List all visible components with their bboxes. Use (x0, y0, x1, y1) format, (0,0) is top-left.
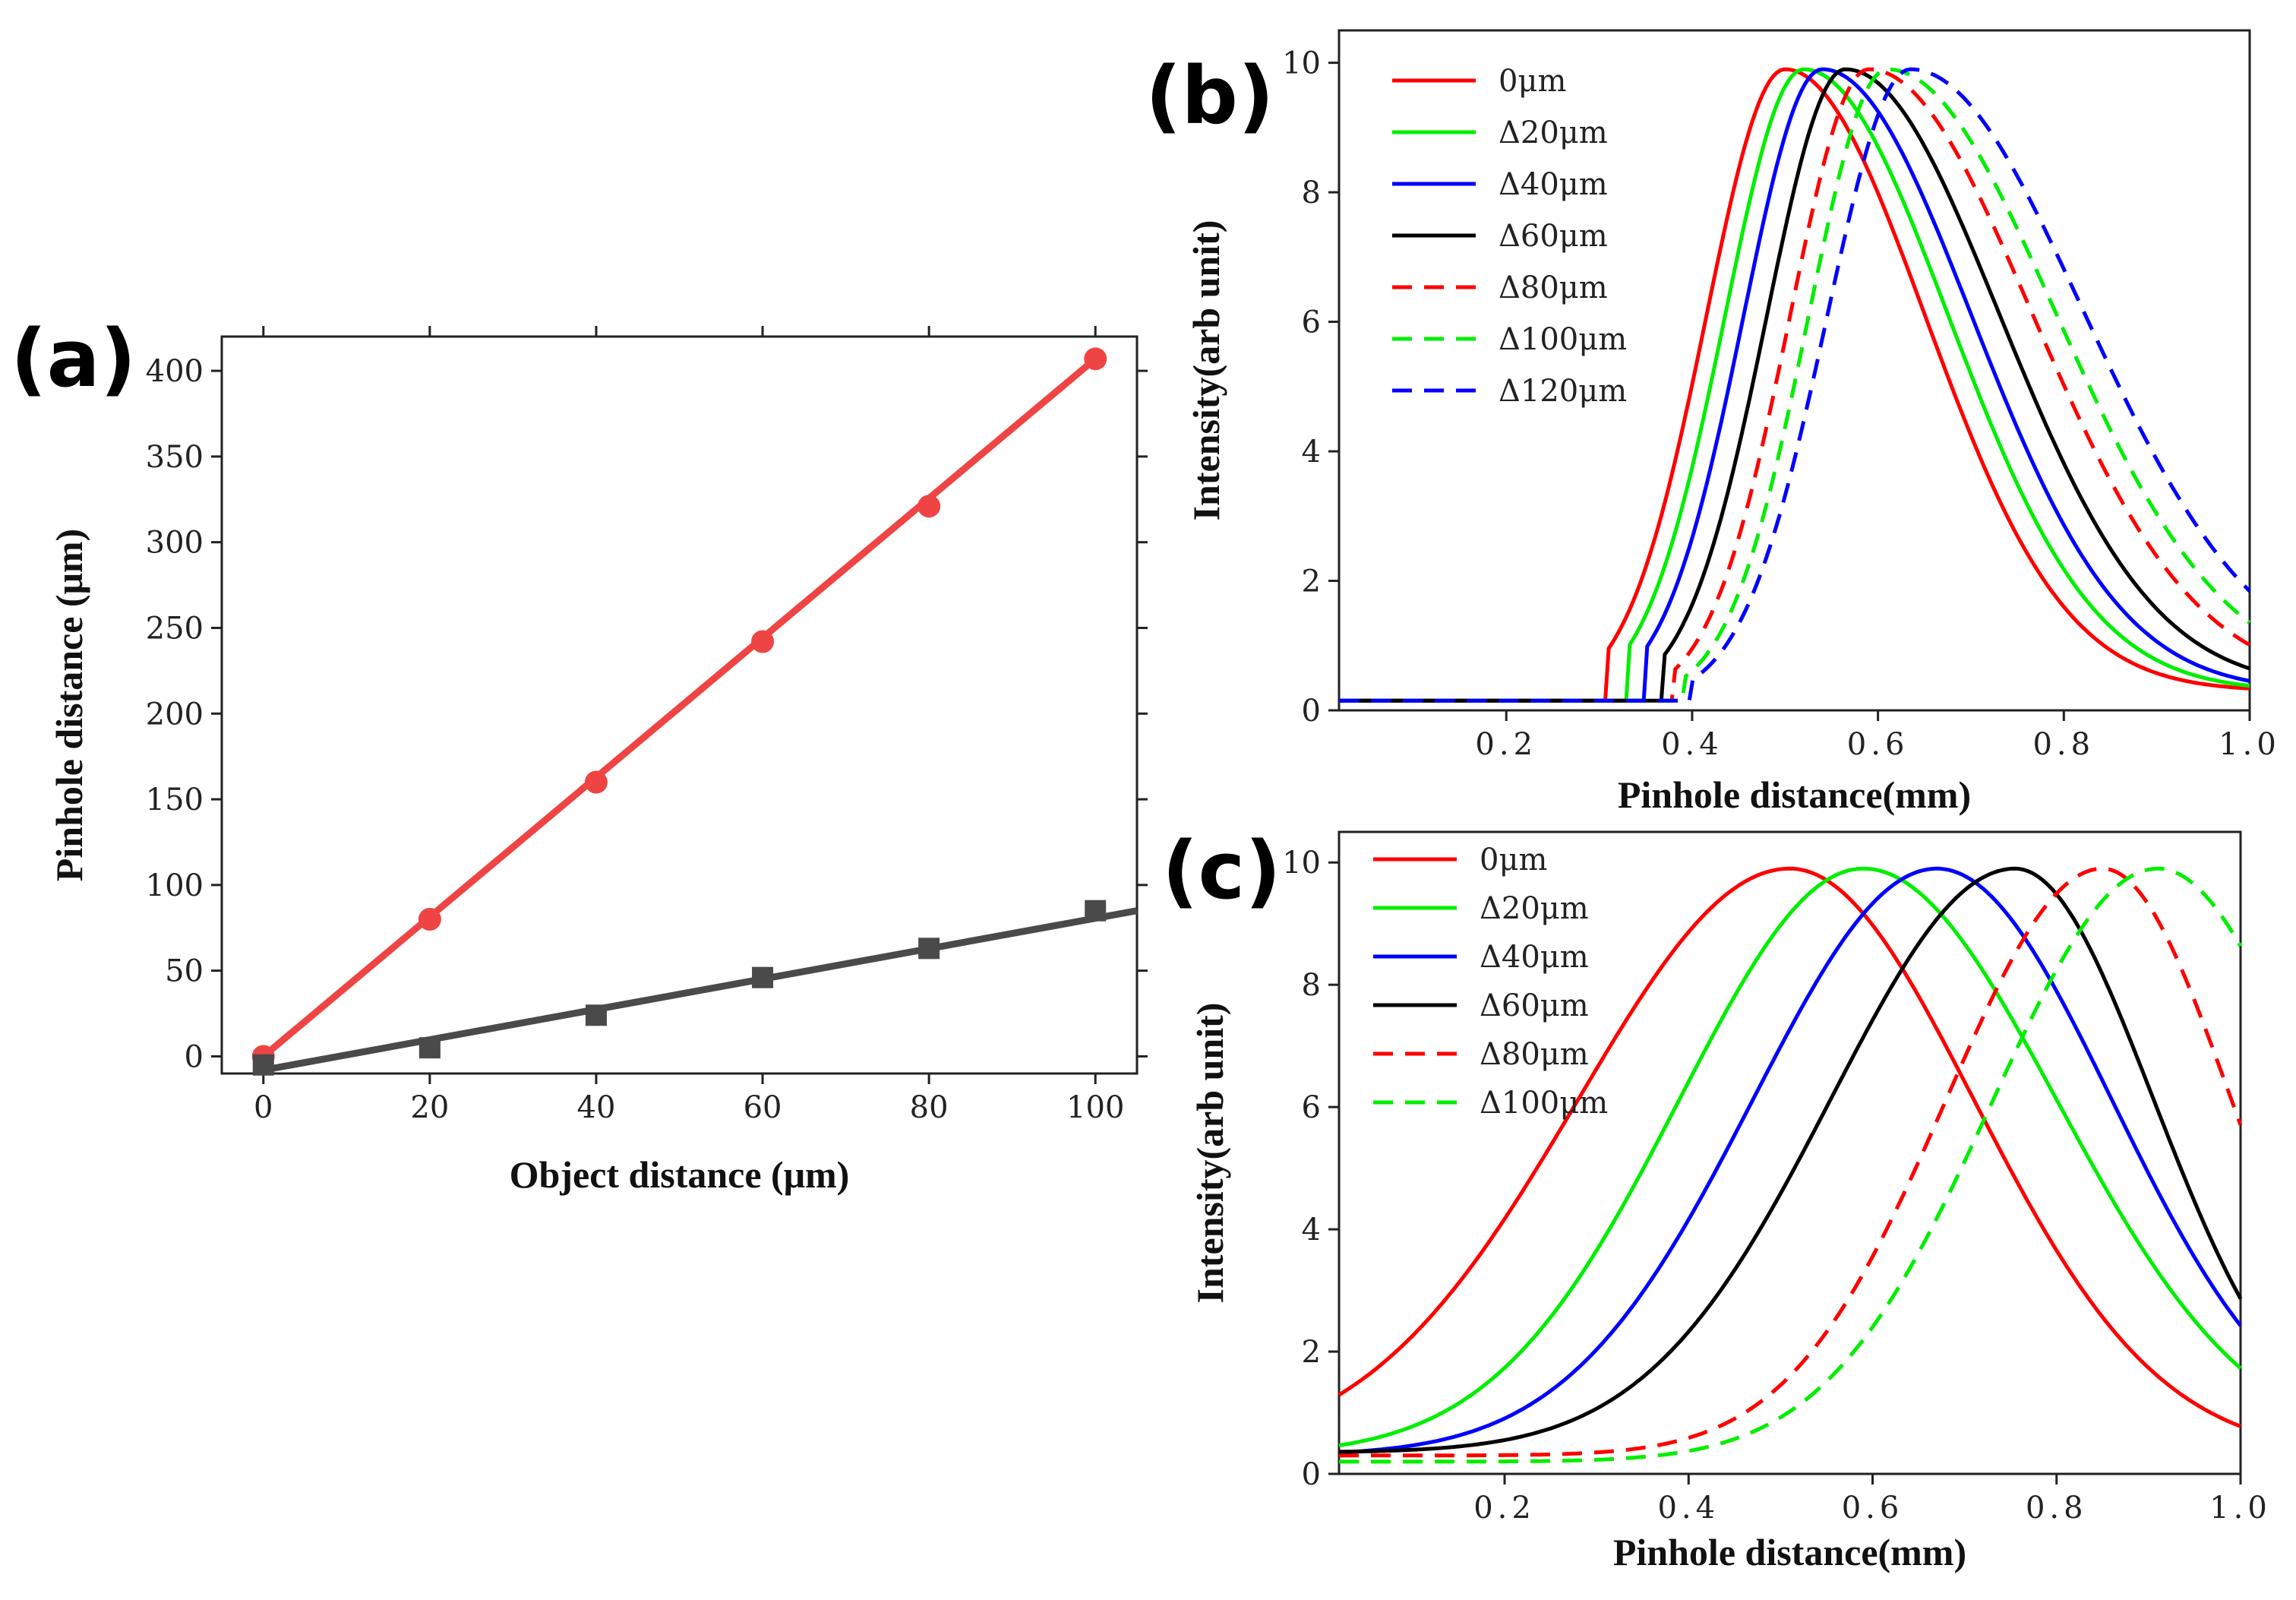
x-tick-label: 0.2 (1473, 1491, 1536, 1526)
x-tick-label: 40 (577, 1090, 616, 1125)
data-point-gray (585, 1004, 607, 1026)
data-point-red (584, 770, 608, 794)
series-line-4 (1339, 866, 2243, 1458)
x-tick-label: 20 (410, 1090, 449, 1125)
x-tick-label: 0.8 (2026, 1491, 2088, 1526)
panel-label-a: (a) (11, 312, 136, 405)
y-tick-label: 0 (185, 1039, 204, 1074)
y-tick-label: 100 (146, 868, 204, 903)
x-tick-label: 1.0 (2219, 727, 2281, 762)
x-tick-label: 0 (254, 1090, 273, 1125)
y-tick-label: 150 (146, 783, 204, 817)
y-tick-label: 2 (1302, 1335, 1321, 1370)
fit-line-red (261, 356, 1098, 1059)
data-point-gray (752, 966, 774, 988)
y-tick-label: 6 (1302, 1090, 1321, 1125)
data-point-gray (252, 1054, 274, 1076)
legend-label: 0μm (1499, 64, 1566, 99)
series-line-2 (1338, 866, 2242, 1455)
data-point-gray (918, 938, 940, 960)
y-tick-label: 4 (1302, 435, 1321, 470)
y-tick-label: 400 (146, 354, 204, 389)
x-tick-label: 0.6 (1842, 1491, 1904, 1526)
plot-frame (1337, 29, 2251, 712)
x-tick-label: 80 (910, 1090, 949, 1125)
data-point-red (917, 495, 941, 518)
legend-label: Δ60μm (1480, 988, 1589, 1023)
chart-b: 0.2 0.4 0.6 0.8 1.0 0 2 4 6 8 10 Pinhole distance(m… (1185, 29, 2281, 816)
data-point-red (751, 630, 775, 653)
data-point-red (1084, 347, 1107, 371)
chart-c: 0.2 0.4 0.6 0.8 1.0 0 2 4 6 8 10 Pinhole distance(m… (1189, 830, 2272, 1573)
y-axis-label: Pinhole distance (μm) (48, 529, 90, 881)
plot-frame (220, 335, 1139, 1075)
y-tick-label: 10 (1282, 846, 1321, 881)
series-line-1 (1338, 866, 2242, 1447)
legend-label: Δ20μm (1499, 115, 1608, 150)
fit-line-gray (262, 907, 1138, 1074)
legend-label: Δ40μm (1480, 940, 1589, 975)
x-tick-label: 100 (1066, 1090, 1124, 1125)
x-tick-label: 60 (744, 1090, 782, 1125)
x-axis-label: Pinhole distance(mm) (1618, 773, 1971, 816)
legend-label: Δ60μm (1499, 219, 1608, 254)
y-axis-label: Intensity(arb unit) (1185, 220, 1227, 521)
legend-label: Δ120μm (1499, 374, 1627, 409)
y-tick-label: 10 (1282, 46, 1321, 81)
legend-label: Δ100μm (1499, 322, 1627, 357)
legend-label: Δ80μm (1480, 1037, 1589, 1072)
series-line-0 (1337, 866, 2241, 1428)
panel-label-c: (c) (1162, 824, 1281, 917)
y-tick-label: 350 (146, 440, 204, 475)
y-tick-label: 300 (146, 526, 204, 561)
y-tick-label: 6 (1302, 305, 1321, 340)
legend-label: Δ20μm (1480, 891, 1589, 926)
legend-label: 0μm (1480, 843, 1547, 877)
series-line-5 (1339, 866, 2243, 1464)
y-tick-label: 8 (1302, 175, 1321, 210)
x-tick-label: 0.6 (1847, 727, 1909, 762)
series-line-6 (1339, 67, 2251, 703)
x-tick-label: 0.2 (1475, 727, 1537, 762)
y-tick-label: 4 (1302, 1213, 1321, 1247)
plot-frame (1337, 830, 2242, 1475)
x-tick-label: 0.4 (1661, 727, 1723, 762)
series-line-3 (1339, 866, 2243, 1454)
y-tick-label: 8 (1302, 968, 1321, 1003)
chart-a: 0 20 40 60 80 100 0 50 100 150 200 250 300 350 400 Obje… (48, 326, 1148, 1196)
data-point-gray (418, 1037, 441, 1059)
y-tick-label: 0 (1302, 1457, 1321, 1492)
y-tick-label: 50 (165, 954, 204, 989)
x-axis-label: Object distance (μm) (510, 1153, 850, 1196)
y-axis-label: Intensity(arb unit) (1189, 1003, 1231, 1304)
legend-label: Δ100μm (1480, 1086, 1608, 1121)
y-tick-label: 200 (146, 697, 204, 732)
y-tick-label: 0 (1302, 694, 1321, 729)
data-point-gray (1085, 900, 1107, 922)
legend-label: Δ40μm (1499, 167, 1608, 202)
y-tick-label: 250 (146, 611, 204, 646)
legend-label: Δ80μm (1499, 270, 1608, 305)
data-point-red (418, 907, 441, 931)
panel-label-b: (b) (1145, 49, 1274, 142)
x-tick-label: 0.4 (1657, 1491, 1720, 1526)
series-line-3 (1339, 67, 2250, 703)
y-tick-label: 2 (1302, 564, 1321, 599)
x-tick-label: 0.8 (2032, 727, 2095, 762)
series-line-5 (1339, 67, 2251, 703)
x-axis-label: Pinhole distance(mm) (1613, 1531, 1966, 1573)
x-tick-label: 1.0 (2209, 1491, 2272, 1526)
